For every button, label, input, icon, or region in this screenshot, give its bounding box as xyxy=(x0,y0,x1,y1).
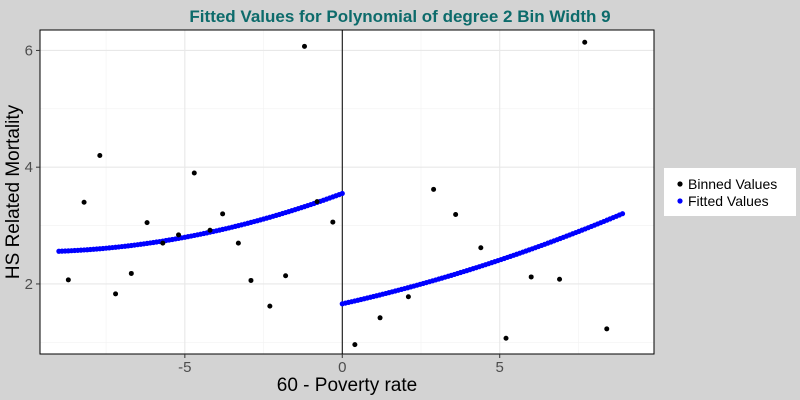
binned-point xyxy=(453,211,459,217)
chart-title: Fitted Values for Polynomial of degree 2… xyxy=(189,7,610,26)
binned-point xyxy=(267,303,273,309)
binned-point xyxy=(405,294,411,300)
binned-point xyxy=(176,232,182,238)
binned-point xyxy=(160,240,166,246)
binned-point xyxy=(582,39,588,45)
binned-point xyxy=(557,276,563,282)
binned-point xyxy=(235,240,241,246)
binned-point xyxy=(503,335,509,341)
x-tick-label: 0 xyxy=(338,359,346,376)
binned-point xyxy=(283,273,289,279)
binned-point xyxy=(220,211,226,217)
binned-point xyxy=(377,315,383,321)
binned-point xyxy=(604,326,610,332)
y-tick-label: 4 xyxy=(25,159,33,176)
y-axis-label: HS Related Mortality xyxy=(3,104,24,279)
plot-border xyxy=(39,29,655,355)
binned-point xyxy=(352,342,358,348)
tick-layer: -5 0 5 2 4 6 xyxy=(25,42,504,376)
binned-point xyxy=(97,153,103,159)
legend-box xyxy=(664,168,796,216)
x-tick-label: 5 xyxy=(496,359,504,376)
legend-key-fitted xyxy=(677,198,683,204)
binned-point xyxy=(301,43,307,49)
binned-point xyxy=(248,277,254,283)
binned-point xyxy=(128,270,134,276)
x-axis-label: 60 - Poverty rate xyxy=(277,375,417,396)
y-tick-label: 6 xyxy=(25,42,33,59)
binned-point xyxy=(478,245,484,251)
binned-point xyxy=(431,186,437,192)
binned-point xyxy=(528,274,534,280)
binned-point xyxy=(113,291,119,297)
legend-label-binned: Binned Values xyxy=(688,176,777,192)
binned-point xyxy=(65,277,71,283)
binned-point xyxy=(207,227,213,233)
binned-point xyxy=(314,199,320,205)
legend: Binned Values Fitted Values xyxy=(664,168,796,216)
plot-panel xyxy=(40,30,654,354)
y-tick-label: 2 xyxy=(25,276,33,293)
binned-point xyxy=(191,170,197,176)
legend-label-fitted: Fitted Values xyxy=(688,193,769,209)
legend-key-binned xyxy=(677,181,683,187)
fitted-series xyxy=(56,190,626,307)
binned-series xyxy=(65,39,610,348)
binned-point xyxy=(144,220,150,226)
binned-point xyxy=(81,199,87,205)
fitted-point xyxy=(619,211,626,217)
binned-point xyxy=(330,219,336,225)
fitted-point xyxy=(339,190,345,197)
x-tick-label: -5 xyxy=(178,359,191,376)
